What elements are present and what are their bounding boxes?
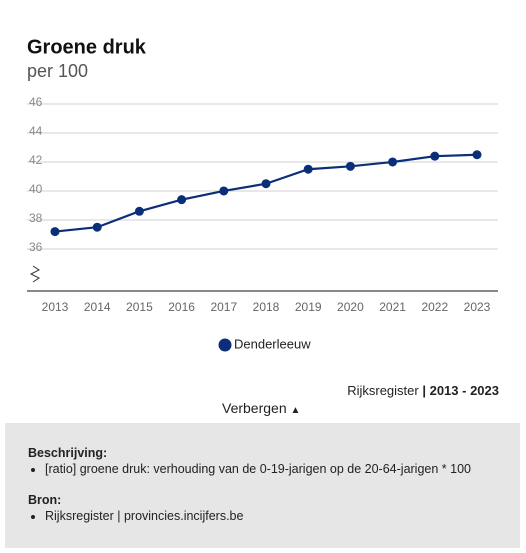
description-title: Beschrijving: — [28, 446, 108, 460]
y-tick-label: 38 — [29, 211, 43, 225]
x-tick-label: 2021 — [379, 300, 406, 314]
axis-break — [29, 265, 40, 283]
x-tick-label: 2017 — [210, 300, 237, 314]
point — [261, 179, 271, 189]
point — [177, 195, 187, 205]
y-tick-label: 36 — [29, 240, 43, 254]
toggle-label[interactable]: Verbergen — [222, 400, 287, 416]
point — [430, 151, 440, 161]
y-tick-label: 40 — [29, 182, 43, 196]
description-list: [ratio] groene druk: verhouding van de 0… — [5, 462, 471, 476]
x-tick-label: 2020 — [337, 300, 364, 314]
y-tick-label: 42 — [29, 153, 43, 167]
x-tick-label: 2013 — [42, 300, 69, 314]
source-list: Rijksregister | provincies.incijfers.be — [5, 509, 243, 523]
source-item: Rijksregister | provincies.incijfers.be — [45, 509, 243, 523]
point — [92, 222, 102, 232]
source-title: Bron: — [28, 493, 62, 507]
chart-subtitle: per 100 — [27, 61, 88, 81]
chart: Groene druk per 100 36 38 40 42 44 46 2013 2014… — [27, 36, 498, 352]
point — [388, 157, 398, 167]
point — [50, 227, 60, 237]
point — [472, 150, 482, 160]
point — [219, 186, 229, 196]
toggle-button[interactable]: Verbergen ▲ — [222, 400, 301, 416]
details-panel: Beschrijving: [ratio] groene druk: verho… — [5, 423, 520, 548]
description-item: [ratio] groene druk: verhouding van de 0… — [45, 462, 471, 476]
y-tick-label: 44 — [29, 124, 43, 138]
point — [134, 206, 144, 216]
source: Rijksregister | 2013 - 2023 — [347, 383, 499, 398]
chart-title: Groene druk — [27, 36, 147, 58]
x-tick-label: 2023 — [464, 300, 491, 314]
x-tick-label: 2016 — [168, 300, 195, 314]
x-tick-label: 2015 — [126, 300, 153, 314]
x-tick-label: 2019 — [295, 300, 322, 314]
y-tick-label: 46 — [29, 95, 43, 109]
x-tick-label: 2014 — [84, 300, 111, 314]
point — [345, 161, 355, 171]
x-tick-label: 2022 — [421, 300, 448, 314]
source-period: | 2013 - 2023 — [422, 383, 499, 398]
x-tick-label: 2018 — [253, 300, 280, 314]
legend-label: Denderleeuw — [234, 336, 311, 351]
legend-marker — [218, 338, 232, 352]
source-name: Rijksregister — [347, 383, 419, 398]
point — [303, 164, 313, 174]
